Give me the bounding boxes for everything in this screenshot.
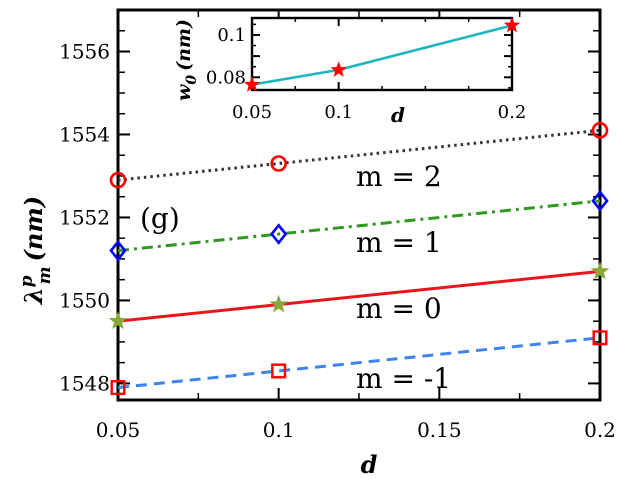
data-point-m1 — [270, 223, 288, 245]
inset-y-axis-title-unit: (nm) — [173, 19, 195, 71]
x-tick-label: 0.05 — [96, 418, 141, 442]
series-label-m0: m = 0 — [356, 292, 442, 325]
data-point-m0 — [269, 294, 289, 313]
y-axis-title: λpm (nm) — [17, 196, 55, 305]
series-line-mneg1 — [117, 336, 601, 390]
data-point-m2 — [109, 171, 127, 189]
inset-y-axis-title-sub: 0 — [184, 75, 200, 85]
data-point-m0 — [590, 261, 610, 280]
y-axis-title-sub: m — [35, 266, 55, 284]
series-line-m2 — [117, 128, 601, 182]
series-line-m1 — [117, 199, 601, 253]
inset-y-tick-label: 0.1 — [217, 25, 246, 46]
inset-y-axis-title: w0 (nm) — [173, 19, 200, 101]
series-line-m0 — [117, 269, 601, 323]
inset-x-tick-label: 0.2 — [498, 102, 527, 123]
inset-x-axis-title: d — [391, 103, 405, 127]
inset-x-tick-label: 0.1 — [324, 102, 353, 123]
y-axis-title-unit: (nm) — [19, 196, 48, 262]
series-label-m2: m = 2 — [356, 160, 442, 193]
y-axis-title-sup: p — [17, 275, 37, 287]
data-point-mneg1 — [110, 380, 126, 396]
series-label-m1: m = 1 — [356, 226, 442, 259]
data-point-m2 — [591, 122, 609, 139]
y-tick-label: 1556 — [59, 39, 110, 63]
y-axis-title-base: λ — [19, 287, 48, 305]
x-tick-label: 0.15 — [417, 418, 462, 442]
x-tick-label: 0.2 — [584, 418, 616, 442]
inset-plot: 0.05 0.1 0.2 0.08 0.1 — [206, 16, 527, 123]
inset-x-tick-label: 0.05 — [232, 102, 272, 123]
panel-label: (g) — [140, 202, 180, 235]
y-tick-label: 1548 — [59, 371, 110, 395]
inset-data-point — [243, 76, 261, 92]
y-tick-label: 1552 — [59, 205, 110, 229]
data-point-m0 — [108, 311, 128, 330]
x-tick-label: 0.1 — [263, 418, 295, 442]
inset-data-point — [503, 16, 521, 33]
inset-data-point — [330, 61, 347, 77]
inset-y-tick-label: 0.08 — [206, 67, 246, 88]
svg-text:w0(nm): w0 (nm) — [173, 19, 200, 101]
data-point-m1 — [591, 190, 609, 212]
svg-text:λpm(nm): λpm (nm) — [17, 196, 55, 305]
data-point-m1 — [109, 239, 127, 262]
y-tick-label: 1554 — [59, 122, 110, 146]
data-point-m2 — [270, 155, 287, 172]
data-point-mneg1 — [592, 330, 608, 346]
y-tick-label: 1550 — [59, 288, 110, 312]
data-point-mneg1 — [271, 363, 287, 379]
x-axis-title: d — [361, 450, 378, 479]
series-label-m-1: m = -1 — [356, 362, 451, 395]
inset-y-axis-title-base: w — [173, 84, 195, 101]
